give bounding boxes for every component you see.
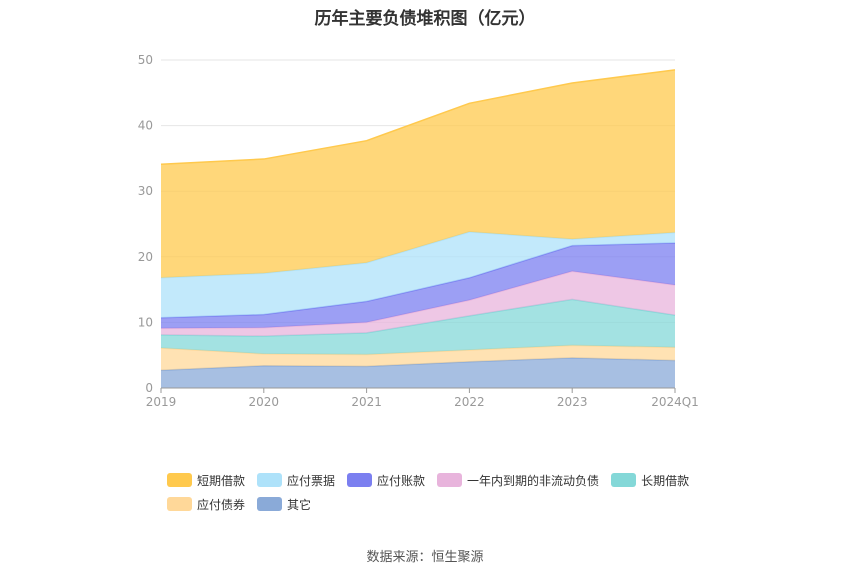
y-tick-label: 30 — [138, 184, 153, 198]
legend-item[interactable]: 应付债券 — [167, 496, 245, 512]
area-一年内到期的非流动负债 — [161, 271, 675, 337]
x-tick-label: 2022 — [454, 395, 485, 409]
legend-item[interactable]: 短期借款 — [167, 472, 245, 488]
chart-title: 历年主要负债堆积图（亿元） — [314, 9, 536, 29]
legend-swatch — [167, 473, 192, 487]
legend-item[interactable]: 应付账款 — [347, 472, 425, 488]
legend-swatch — [347, 473, 373, 487]
legend-item[interactable]: 其它 — [257, 496, 311, 512]
x-tick-label: 2020 — [249, 395, 280, 409]
data-source: 数据来源：恒生聚源 — [366, 550, 484, 565]
y-tick-label: 50 — [138, 53, 153, 67]
x-tick-label: 2019 — [146, 395, 177, 409]
line-短期借款 — [160, 69, 676, 166]
x-tick-label: 2024Q1 — [651, 395, 699, 409]
y-tick-label: 20 — [138, 250, 153, 264]
legend-swatch — [257, 473, 283, 487]
y-tick-label: 10 — [138, 315, 153, 329]
legend-swatch — [611, 473, 637, 487]
legend-label: 长期借款 — [641, 473, 690, 488]
area-短期借款 — [161, 69, 675, 278]
chart-legend: 短期借款 应付票据 应付账款 一年内到期的非流动负债 长期借款应付债券 其它 — [167, 472, 727, 520]
legend-item[interactable]: 长期借款 — [611, 472, 689, 488]
legend-swatch — [257, 497, 283, 511]
area-应付票据 — [161, 231, 675, 318]
legend-label: 一年内到期的非流动负债 — [467, 473, 600, 488]
legend-label: 应付账款 — [377, 473, 426, 488]
legend-item[interactable]: 一年内到期的非流动负债 — [437, 472, 599, 488]
x-tick-label: 2021 — [351, 395, 382, 409]
y-tick-label: 0 — [145, 381, 153, 395]
area-应付账款 — [161, 243, 675, 329]
legend-swatch — [167, 497, 192, 511]
legend-swatch — [437, 473, 463, 487]
legend-item[interactable]: 应付票据 — [257, 472, 335, 488]
area-应付债券 — [161, 345, 675, 371]
area-其它 — [161, 357, 675, 388]
legend-label: 应付债券 — [197, 497, 246, 512]
legend-label: 其它 — [287, 497, 312, 512]
x-tick-label: 2023 — [557, 395, 588, 409]
legend-label: 应付票据 — [287, 473, 336, 488]
area-长期借款 — [161, 299, 675, 355]
legend-label: 短期借款 — [197, 473, 246, 488]
y-tick-label: 40 — [138, 119, 153, 133]
